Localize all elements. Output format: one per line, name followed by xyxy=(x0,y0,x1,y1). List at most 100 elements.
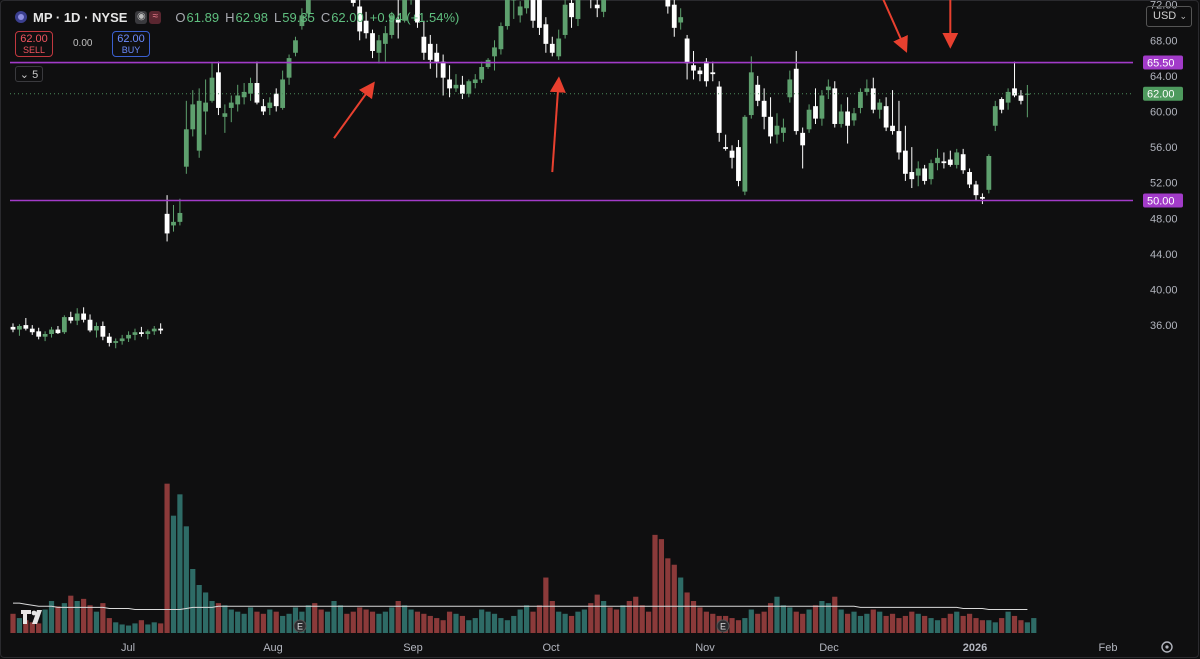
volume-bar xyxy=(402,605,408,633)
volume-bar xyxy=(947,613,953,633)
candle-body xyxy=(980,196,985,199)
volume-bar xyxy=(414,611,421,633)
volume-bar xyxy=(395,601,401,633)
volume-bar xyxy=(292,607,299,633)
volume-bar xyxy=(665,558,671,633)
symbol-info[interactable]: MP · 1D · NYSE xyxy=(33,9,128,25)
volume-bar xyxy=(440,620,446,633)
candle-body xyxy=(543,24,549,44)
candle-body xyxy=(485,59,491,67)
volume-bar xyxy=(889,613,896,633)
candle-body xyxy=(363,20,369,34)
volume-bar xyxy=(247,607,254,633)
wave-icon[interactable]: ≈ xyxy=(149,10,162,24)
volume-bar xyxy=(369,611,376,633)
volume-bar xyxy=(575,611,581,633)
buy-price: 62.00 xyxy=(117,33,145,45)
candle-body xyxy=(382,33,388,44)
eye-icon[interactable]: ◉ xyxy=(135,10,148,24)
volume-bar xyxy=(601,601,607,633)
volume-bar xyxy=(857,615,864,633)
volume-bar xyxy=(209,601,215,633)
price-tag-bg xyxy=(1143,86,1183,101)
indicator-count: 5 xyxy=(32,69,39,81)
candle-body xyxy=(774,125,780,135)
indicators-toggle[interactable]: ⌄ 5 xyxy=(15,66,43,82)
candle-body xyxy=(460,84,465,94)
candle-body xyxy=(954,152,960,165)
volume-bar xyxy=(549,601,555,633)
volume-bar xyxy=(132,623,138,633)
candle-body xyxy=(1012,88,1017,96)
earnings-letter: E xyxy=(297,622,303,632)
volume-bar xyxy=(10,613,16,633)
buy-button[interactable]: 62.00 BUY xyxy=(112,31,150,57)
candle-body xyxy=(145,331,151,334)
candle-body xyxy=(402,0,408,21)
volume-bar xyxy=(61,603,67,633)
settings-gear-icon[interactable] xyxy=(1161,641,1173,653)
volume-bar xyxy=(838,609,844,633)
volume-bar xyxy=(941,618,947,633)
volume-bar xyxy=(748,609,754,633)
x-tick-label: Sep xyxy=(403,642,423,654)
candle-body xyxy=(132,332,138,335)
candle-body xyxy=(434,52,440,62)
annotation-arrow xyxy=(882,0,908,53)
y-tick-label: 52.00 xyxy=(1150,178,1178,190)
volume-bar xyxy=(588,603,594,633)
volume-bar xyxy=(652,534,658,633)
volume-bar xyxy=(254,611,260,633)
candle-body xyxy=(158,328,164,331)
volume-bar xyxy=(915,613,921,633)
symbol-header: MP · 1D · NYSE ◉ ≈ O 61.89 H 62.98 L 59.35 … xyxy=(15,8,459,26)
candle-body xyxy=(858,91,863,108)
price-tag-bg xyxy=(1143,55,1183,70)
symbol-name: MP xyxy=(33,9,53,25)
volume-bar xyxy=(767,603,774,633)
volume-bar xyxy=(658,539,665,633)
candle-body xyxy=(703,61,709,82)
volume-bar xyxy=(119,624,125,633)
volume-bar xyxy=(825,603,831,633)
currency-select[interactable]: USD ⌄ xyxy=(1146,6,1192,27)
low-label: L xyxy=(274,9,282,25)
volume-bar xyxy=(517,609,523,633)
candle-body xyxy=(549,43,555,53)
candle-body xyxy=(736,147,741,181)
low-value: 59.35 xyxy=(282,9,315,25)
candle-body xyxy=(793,68,799,132)
volume-bar xyxy=(318,609,324,633)
volume-bar xyxy=(1005,611,1011,633)
volume-bar xyxy=(472,618,478,633)
exchange: NYSE xyxy=(92,9,128,25)
volume-bar xyxy=(562,613,568,633)
candle-body xyxy=(68,317,74,321)
volume-bar xyxy=(280,615,286,633)
volume-bar xyxy=(774,596,780,633)
y-tick-label: 40.00 xyxy=(1150,285,1178,297)
interval: 1D xyxy=(63,9,81,25)
candle-body xyxy=(395,18,401,23)
volume-bar xyxy=(684,592,690,633)
sell-button[interactable]: 62.00 SELL xyxy=(15,31,53,57)
candle-body xyxy=(235,95,241,105)
volume-bar xyxy=(870,609,876,633)
close-label: C xyxy=(320,9,331,25)
candle-body xyxy=(29,328,35,333)
candle-body xyxy=(305,0,311,14)
volume-bar xyxy=(613,609,620,633)
candle-body xyxy=(55,329,61,334)
volume-bar xyxy=(466,620,472,633)
volume-bar xyxy=(190,569,196,633)
candle-body xyxy=(832,88,838,124)
candle-body xyxy=(665,0,671,7)
candle-body xyxy=(254,83,260,103)
candle-body xyxy=(864,88,870,92)
candle-body xyxy=(222,113,228,117)
candle-body xyxy=(498,26,504,50)
candle-body xyxy=(845,111,850,126)
volume-bar xyxy=(164,483,170,633)
candle-body xyxy=(299,15,305,27)
